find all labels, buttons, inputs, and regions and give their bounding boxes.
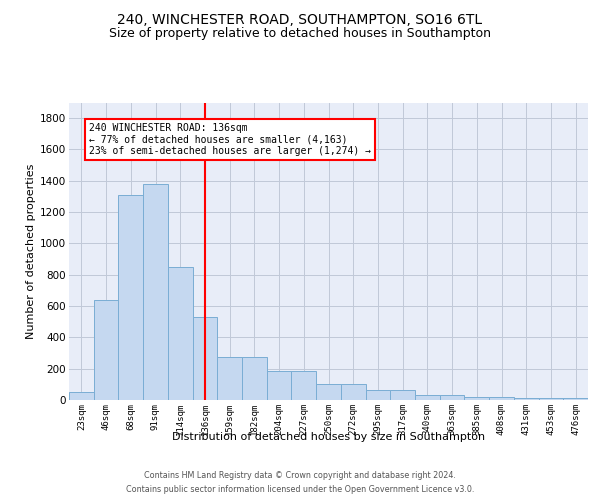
Bar <box>242 357 267 400</box>
Bar <box>489 397 514 400</box>
Bar <box>464 397 489 400</box>
Bar <box>539 398 563 400</box>
Bar <box>267 371 292 400</box>
Bar <box>563 398 588 400</box>
Bar <box>193 317 217 400</box>
Bar <box>118 195 143 400</box>
Text: 240, WINCHESTER ROAD, SOUTHAMPTON, SO16 6TL: 240, WINCHESTER ROAD, SOUTHAMPTON, SO16 … <box>118 12 482 26</box>
Bar <box>415 394 440 400</box>
Bar <box>316 384 341 400</box>
Y-axis label: Number of detached properties: Number of detached properties <box>26 164 36 339</box>
Bar <box>69 392 94 400</box>
Bar <box>94 300 118 400</box>
Bar <box>440 394 464 400</box>
Text: Distribution of detached houses by size in Southampton: Distribution of detached houses by size … <box>172 432 485 442</box>
Bar <box>341 384 365 400</box>
Bar <box>292 371 316 400</box>
Text: Contains HM Land Registry data © Crown copyright and database right 2024.: Contains HM Land Registry data © Crown c… <box>144 472 456 480</box>
Bar <box>365 390 390 400</box>
Text: Contains public sector information licensed under the Open Government Licence v3: Contains public sector information licen… <box>126 484 474 494</box>
Bar <box>168 267 193 400</box>
Bar <box>514 398 539 400</box>
Bar <box>217 357 242 400</box>
Bar <box>143 184 168 400</box>
Text: 240 WINCHESTER ROAD: 136sqm
← 77% of detached houses are smaller (4,163)
23% of : 240 WINCHESTER ROAD: 136sqm ← 77% of det… <box>89 123 371 156</box>
Bar <box>390 390 415 400</box>
Text: Size of property relative to detached houses in Southampton: Size of property relative to detached ho… <box>109 28 491 40</box>
